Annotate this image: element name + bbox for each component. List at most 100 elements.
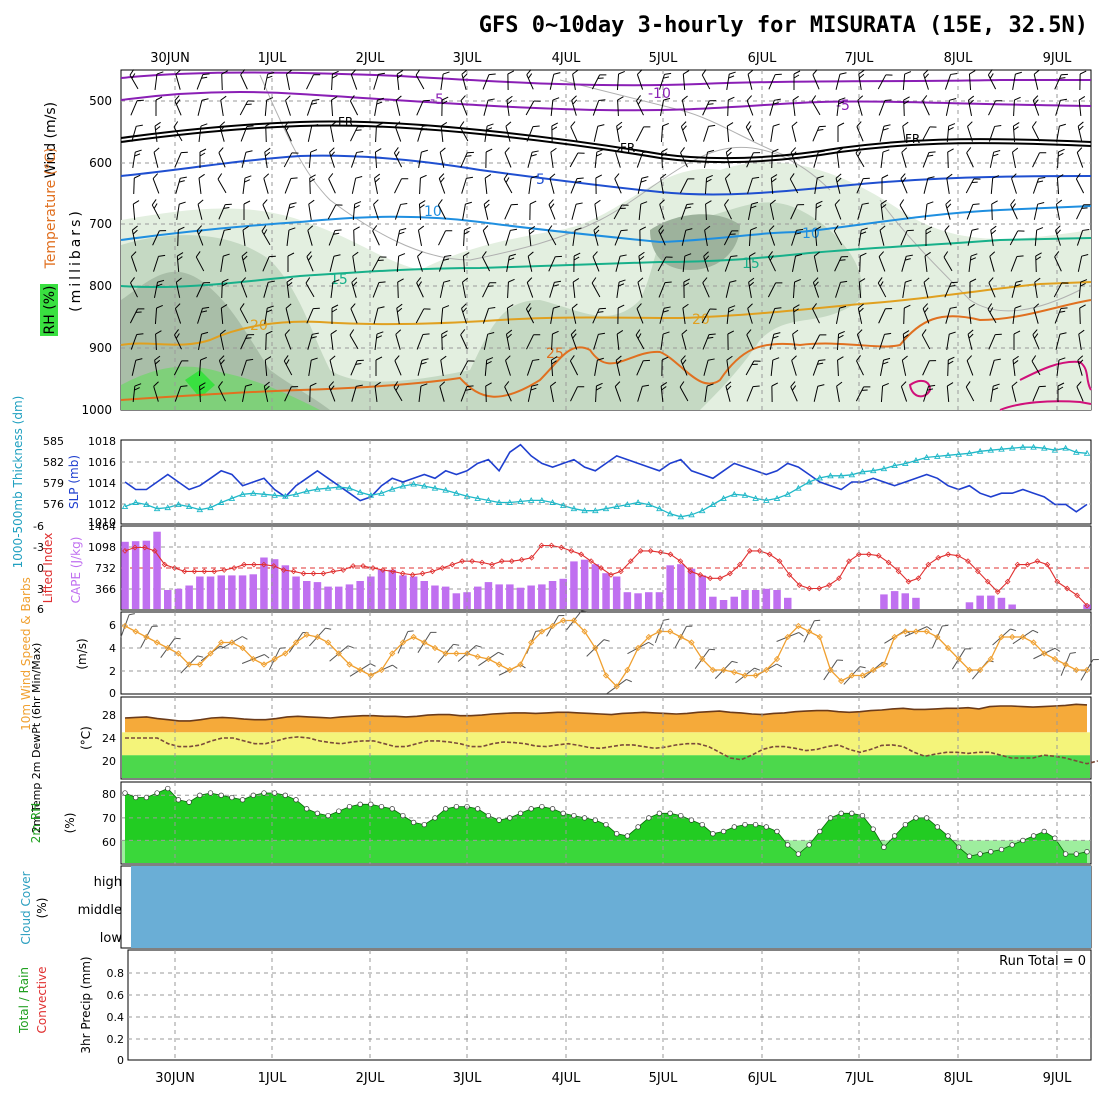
- wind-barb-flag: [840, 280, 848, 283]
- wind-barb-flag: [440, 122, 448, 127]
- wind-barb: [723, 230, 739, 246]
- wind-barb: [261, 225, 271, 246]
- wind-barb: [1033, 202, 1045, 220]
- wind-barb-flag: [354, 201, 362, 205]
- wind10-point: [549, 622, 556, 630]
- wind-barb-flag: [525, 303, 531, 310]
- wind-barb: [394, 178, 409, 194]
- top-date-label: 6JUL: [748, 51, 778, 66]
- wind-barb: [591, 277, 601, 298]
- lifted-index-point: [459, 558, 466, 565]
- wind-barb: [241, 150, 253, 168]
- wind-barb: [460, 151, 474, 168]
- wind-barb: [373, 306, 385, 324]
- wind-barb: [967, 329, 974, 350]
- wind-barb-flag: [836, 381, 843, 387]
- wind-barb: [175, 69, 182, 90]
- wind-barb: [703, 251, 710, 272]
- wind-barb: [681, 329, 688, 350]
- wind-barb-flag: [530, 387, 537, 391]
- wind-barb-flag: [796, 228, 804, 231]
- wind-barb-flag: [620, 229, 628, 232]
- wind-barb: [287, 252, 295, 272]
- wind-barb: [834, 256, 849, 272]
- wind-barb: [131, 358, 143, 376]
- wind-barb: [242, 175, 252, 195]
- wind-barb-staff: [657, 256, 667, 272]
- wind-barb-flag: [747, 303, 753, 309]
- wind-barb-flag: [902, 177, 907, 183]
- wind-barb-flag: [201, 76, 208, 79]
- wind-barb-flag: [706, 178, 712, 183]
- wind-barb-flag: [174, 329, 179, 336]
- wind-barb-flag: [746, 329, 752, 336]
- wind-barb: [858, 69, 865, 90]
- wind10-point: [891, 633, 898, 641]
- wind-barb-flag: [460, 329, 466, 336]
- wind-barb: [835, 305, 847, 324]
- wind-barb-flag: [724, 199, 729, 206]
- wind-barb-flag: [197, 199, 204, 205]
- wind-barb-flag: [635, 329, 641, 336]
- wind-barb-staff: [528, 178, 532, 194]
- wind10-panel-frame: [120, 611, 1092, 695]
- slp-point: [228, 494, 236, 501]
- lifted-index-point: [756, 548, 763, 554]
- rh2m-point: [902, 821, 908, 828]
- wind-barb: [793, 70, 801, 90]
- wind-barb: [726, 71, 736, 90]
- wind-barb: [155, 330, 162, 351]
- wind-barb-flag: [394, 355, 400, 361]
- wind-barb-flag: [686, 203, 694, 205]
- wind-barb-flag: [401, 178, 409, 180]
- cape-bar: [196, 576, 204, 609]
- wind-barb-flag: [703, 251, 709, 257]
- wind-barb: [220, 95, 227, 116]
- wind-barb-flag: [637, 99, 642, 105]
- wind-barb-staff: [396, 308, 400, 324]
- wind-barb-flag: [181, 151, 188, 154]
- wind-barb-flag: [199, 148, 207, 153]
- wind10-point: [389, 650, 396, 657]
- wind-barb-staff: [770, 359, 774, 377]
- rh2m-point: [646, 815, 652, 821]
- wind-barb-staff: [309, 177, 311, 195]
- wind-barb-staff: [703, 126, 709, 142]
- cape-bar: [570, 561, 578, 609]
- wind-barb-flag: [836, 147, 843, 153]
- wind-barb: [239, 303, 249, 324]
- wind-barb-flag: [706, 383, 714, 387]
- wind-barb-staff: [416, 334, 424, 350]
- wind-barb-staff: [747, 204, 753, 220]
- wind-barb-staff: [437, 204, 447, 220]
- wind-barb-flag: [1016, 255, 1024, 258]
- wind-barb-staff: [371, 256, 381, 272]
- lifted-index-point: [786, 571, 793, 578]
- wind-barb: [813, 251, 820, 272]
- wind-barb-flag: [462, 307, 467, 313]
- cape-bar: [238, 575, 247, 609]
- wind-barb-flag: [616, 125, 623, 131]
- wind-barb-staff: [373, 308, 379, 324]
- wind-barb-staff: [130, 100, 138, 116]
- wind-barb: [328, 381, 336, 402]
- slp-point: [581, 507, 588, 514]
- wind10-point: [303, 631, 310, 638]
- wind-barb-flag: [900, 173, 906, 179]
- wind-barb-flag: [573, 256, 580, 261]
- lifted-index-point: [935, 554, 942, 561]
- wind-barb-staff: [195, 256, 205, 272]
- wind-barb-staff: [441, 333, 443, 351]
- wind-barb-flag: [572, 333, 577, 339]
- cape-bar: [452, 593, 461, 609]
- wind-barb: [1034, 227, 1044, 247]
- wind-barb-staff: [703, 360, 709, 376]
- wind-barb-flag: [415, 69, 421, 76]
- wind-barb-flag: [775, 73, 782, 76]
- wind-barb-flag: [156, 71, 164, 75]
- wind-barb-flag: [991, 200, 998, 205]
- top-date-label: 8JUL: [944, 51, 974, 66]
- wind-barb-staff: [902, 73, 906, 91]
- wind-barb: [571, 202, 583, 220]
- wind-barb-flag: [949, 285, 956, 287]
